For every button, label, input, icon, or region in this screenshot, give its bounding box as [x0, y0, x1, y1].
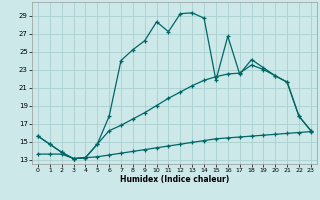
X-axis label: Humidex (Indice chaleur): Humidex (Indice chaleur) [120, 175, 229, 184]
